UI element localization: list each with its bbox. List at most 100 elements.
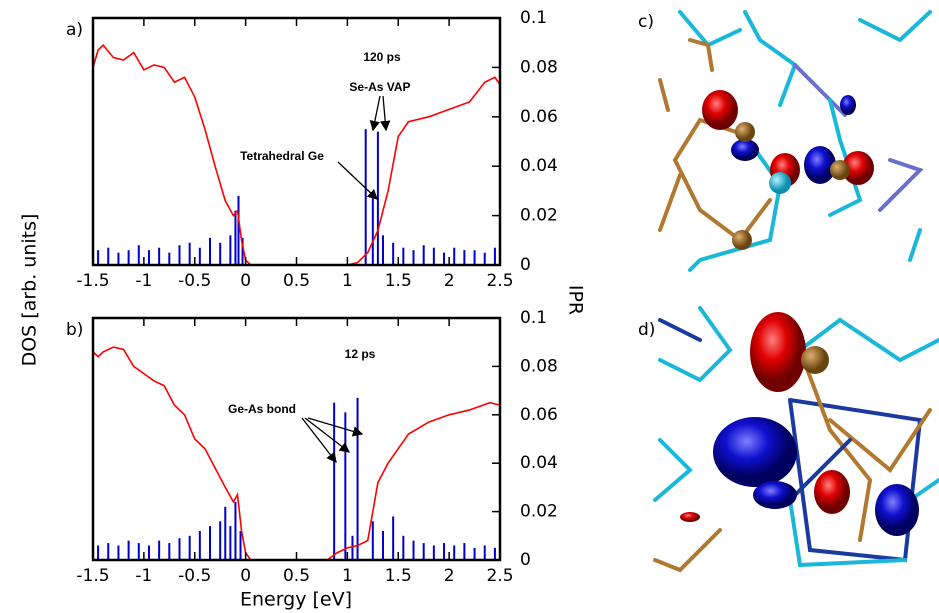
ipr-bar <box>209 238 211 265</box>
ipr-bar <box>484 545 486 560</box>
x-tick-label: 1.5 <box>385 271 412 291</box>
ipr-bar <box>433 248 435 265</box>
ipr-bar <box>117 253 119 265</box>
x-tick-label: -1 <box>135 566 152 586</box>
ipr-bar <box>344 412 346 560</box>
ipr-bar <box>128 541 130 560</box>
y2-tick-label: 0.02 <box>520 502 558 522</box>
annotation: Tetrahedral Ge <box>240 149 324 163</box>
x-tick-label: 1 <box>342 271 353 291</box>
y2-tick-label: 0.08 <box>520 356 558 376</box>
ipr-bar <box>97 250 99 265</box>
ipr-bar <box>107 543 109 560</box>
ipr-bar <box>474 548 476 560</box>
ipr-bar <box>402 536 404 560</box>
x-axis-label: Energy [eV] <box>240 589 352 611</box>
ipr-bar <box>392 243 394 265</box>
ipr-bar <box>168 253 170 265</box>
y2-tick-label: 0 <box>520 255 531 275</box>
ipr-bar <box>402 248 404 265</box>
ipr-bar <box>474 250 476 265</box>
x-tick-label: 0.5 <box>283 271 310 291</box>
ipr-bar <box>189 536 191 560</box>
ipr-bar <box>209 526 211 560</box>
annotation: 120 ps <box>363 50 401 64</box>
panel-label: c) <box>638 12 654 32</box>
ipr-bar <box>148 250 150 265</box>
ipr-bar <box>392 516 394 560</box>
y2-tick-label: 0 <box>520 550 531 570</box>
y2-tick-label: 0.02 <box>520 206 558 226</box>
ipr-bar <box>423 543 425 560</box>
x-tick-label: 0 <box>240 566 251 586</box>
y2-tick-label: 0.06 <box>520 107 558 127</box>
ipr-bar <box>234 502 236 560</box>
ipr-bar <box>219 521 221 560</box>
x-tick-label: -1.5 <box>76 271 109 291</box>
y2-axis-label: IPR <box>565 285 587 315</box>
ipr-bar <box>107 248 109 265</box>
ipr-bar <box>138 543 140 560</box>
x-tick-label: -1 <box>135 271 152 291</box>
ipr-bar <box>219 243 221 265</box>
ipr-bar <box>413 250 415 265</box>
ipr-bar <box>138 245 140 265</box>
panel-label: d) <box>638 320 655 340</box>
figure: DOS [arb. units] IPR Energy [eV] <box>0 0 939 613</box>
ipr-bar <box>423 245 425 265</box>
y-axis-label: DOS [arb. units] <box>19 214 41 367</box>
ipr-bar <box>199 248 201 265</box>
ipr-bar <box>484 253 486 265</box>
annotation: 12 ps <box>345 347 376 361</box>
plot-frame <box>93 318 500 560</box>
x-tick-label: 1.5 <box>385 566 412 586</box>
ipr-bar <box>453 248 455 265</box>
y2-tick-label: 0.08 <box>520 57 558 77</box>
molecule-d <box>655 308 939 590</box>
ipr-bar <box>382 235 384 265</box>
ipr-bar <box>178 245 180 265</box>
ipr-bar <box>238 196 240 265</box>
ipr-bar <box>443 543 445 560</box>
ipr-bar <box>443 253 445 265</box>
ipr-bar <box>433 545 435 560</box>
panel-label: a) <box>66 20 83 40</box>
y2-tick-label: 0.1 <box>520 8 547 28</box>
panel-label: b) <box>66 320 83 340</box>
annotation-arrow <box>373 96 380 130</box>
ipr-bar <box>168 543 170 560</box>
annotation: Se-As VAP <box>349 80 410 94</box>
y2-tick-label: 0.1 <box>520 308 547 328</box>
ipr-bar <box>351 536 353 560</box>
ipr-bar <box>224 507 226 560</box>
x-tick-label: -1.5 <box>76 566 109 586</box>
dos-line <box>93 347 500 560</box>
plot-frame <box>93 18 500 265</box>
ipr-bar <box>463 250 465 265</box>
x-tick-label: 2.5 <box>486 566 513 586</box>
y2-tick-label: 0.04 <box>520 453 558 473</box>
ipr-bar <box>158 248 160 265</box>
x-tick-label: 0 <box>240 271 251 291</box>
ipr-bar <box>494 548 496 560</box>
annotation: Ge-As bond <box>228 402 296 416</box>
ipr-bar <box>158 541 160 560</box>
ipr-bar <box>234 211 236 265</box>
x-tick-label: -0.5 <box>178 271 211 291</box>
ipr-bar <box>453 545 455 560</box>
ipr-bar <box>229 526 231 560</box>
ipr-bar <box>229 235 231 265</box>
ipr-bar <box>382 531 384 560</box>
ipr-bar <box>97 545 99 560</box>
molecule-c <box>655 12 939 270</box>
ipr-bar <box>117 545 119 560</box>
ipr-bar <box>189 243 191 265</box>
x-tick-label: -0.5 <box>178 566 211 586</box>
ipr-bar <box>463 543 465 560</box>
ipr-bar <box>413 541 415 560</box>
x-tick-label: 2 <box>444 271 455 291</box>
ipr-bar <box>199 531 201 560</box>
y2-tick-label: 0.06 <box>520 405 558 425</box>
